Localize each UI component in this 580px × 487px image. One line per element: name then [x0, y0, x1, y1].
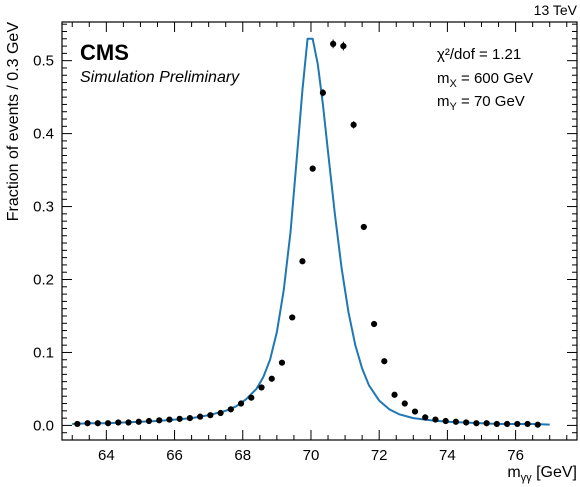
y-tick-label: 0.1: [33, 344, 54, 361]
data-point: [186, 415, 193, 422]
data-point: [401, 400, 408, 407]
data-point: [299, 258, 306, 265]
data-point: [227, 406, 234, 413]
cms-label: CMS: [80, 40, 129, 65]
data-point: [473, 420, 480, 427]
subtitle-label: Simulation Preliminary: [80, 69, 240, 86]
data-point: [145, 417, 153, 425]
data-point: [381, 358, 388, 365]
energy-label: 13 TeV: [534, 2, 578, 18]
data-point: [237, 400, 245, 407]
data-points-group: [74, 39, 541, 428]
data-point: [84, 420, 91, 427]
data-point: [534, 421, 541, 428]
y-tick-label: 0.4: [33, 126, 54, 143]
data-point: [452, 418, 460, 425]
data-point: [463, 419, 470, 426]
data-point: [391, 391, 398, 398]
data-point: [278, 359, 286, 366]
data-point: [166, 416, 173, 423]
data-point: [74, 420, 81, 428]
chi2-annotation: χ²/dof = 1.21: [437, 46, 521, 63]
x-tick-label: 66: [166, 447, 183, 464]
y-tick-label: 0.3: [33, 199, 54, 216]
x-axis-label: mγγ [GeV]: [507, 464, 577, 484]
data-point: [514, 420, 521, 428]
my-symbol: m: [437, 93, 450, 110]
mx-subscript: X: [450, 78, 458, 90]
data-point: [503, 420, 511, 428]
data-point: [104, 420, 112, 427]
x-axis-label-unit: [GeV]: [532, 464, 577, 481]
x-tick-label: 64: [98, 447, 115, 464]
data-point: [248, 394, 255, 401]
data-point: [330, 40, 337, 47]
my-value: = 70 GeV: [457, 93, 525, 110]
data-point: [319, 89, 327, 96]
data-point: [94, 420, 101, 427]
data-point: [268, 375, 275, 382]
data-point: [197, 413, 204, 420]
x-tick-label: 76: [507, 447, 524, 464]
axis-ticks: 64 66 68 70 72 74 76 0.0 0.1 0.2 0.3 0.4 0.5: [33, 22, 577, 464]
data-point: [289, 314, 296, 321]
x-tick-label: 68: [234, 447, 251, 464]
data-point: [258, 384, 265, 391]
data-point: [176, 415, 183, 422]
data-point: [432, 416, 439, 423]
data-point: [483, 420, 490, 427]
y-tick-label: 0.0: [33, 417, 54, 434]
data-point: [370, 320, 378, 328]
data-point: [115, 419, 122, 426]
data-point: [309, 165, 316, 172]
data-point: [493, 420, 500, 428]
data-point: [217, 409, 224, 417]
data-point: [125, 419, 132, 426]
y-tick-label: 0.5: [33, 53, 54, 70]
data-point: [360, 223, 367, 231]
y-tick-label: 0.2: [33, 272, 54, 289]
x-axis-label-base: m: [507, 464, 520, 481]
data-point: [442, 417, 449, 425]
data-point: [156, 417, 163, 424]
data-point: [422, 414, 429, 421]
x-tick-label: 74: [439, 447, 456, 464]
y-axis-label: Fraction of events / 0.3 GeV: [5, 22, 22, 222]
mx-annotation: mX = 600 GeV: [437, 70, 533, 90]
my-annotation: mY = 70 GeV: [437, 93, 525, 113]
mx-value: = 600 GeV: [457, 70, 533, 87]
data-point: [340, 42, 347, 50]
x-tick-label: 70: [303, 447, 320, 464]
plot-frame: [61, 21, 578, 441]
data-point: [411, 408, 419, 415]
x-axis-label-subscript: γγ: [521, 472, 533, 484]
data-point: [350, 121, 357, 128]
data-point: [207, 412, 214, 419]
data-point: [524, 420, 531, 428]
x-tick-label: 72: [371, 447, 388, 464]
my-subscript: Y: [450, 101, 458, 113]
data-point: [135, 418, 142, 425]
mx-symbol: m: [437, 70, 450, 87]
